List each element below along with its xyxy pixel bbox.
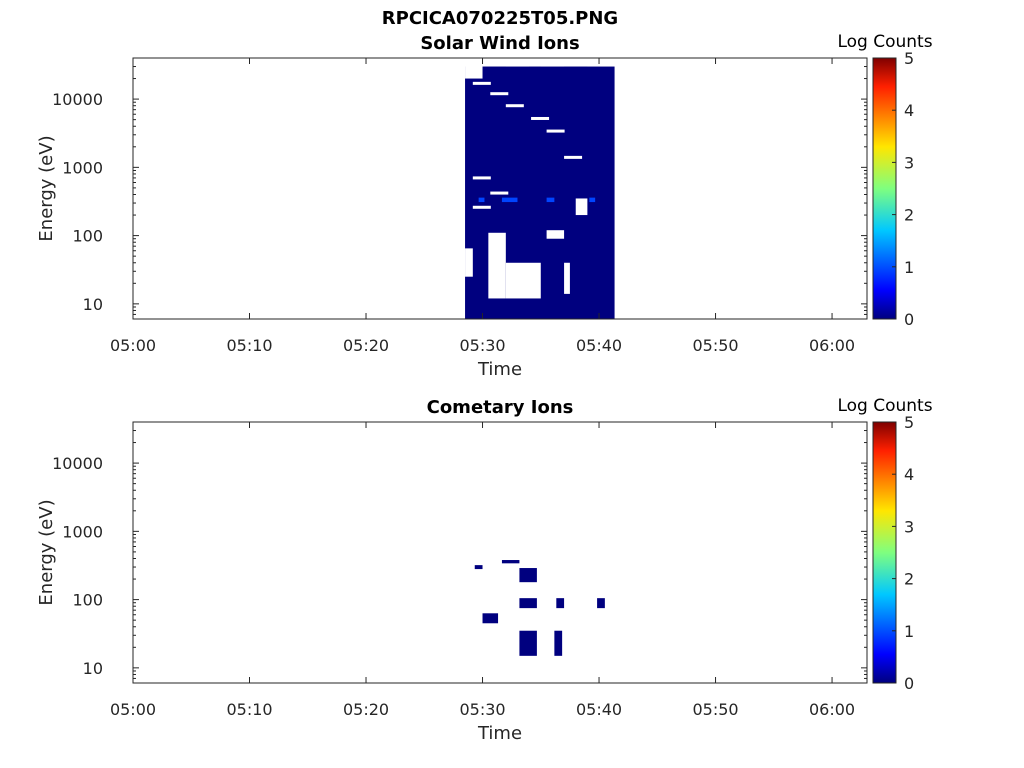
colorbar xyxy=(872,57,897,320)
data-cell xyxy=(519,598,537,609)
y-tick-label: 1000 xyxy=(62,522,103,541)
x-tick-label: 05:50 xyxy=(692,336,738,355)
data-cell xyxy=(474,565,483,570)
data-cell xyxy=(519,630,537,656)
colorbar-tick-label: 0 xyxy=(904,310,914,329)
panel-title: Cometary Ions xyxy=(427,397,574,418)
data-cell xyxy=(597,598,605,609)
y-tick-label: 10000 xyxy=(52,454,103,473)
colorbar-tick-label: 3 xyxy=(904,517,914,536)
x-axis-label: Time xyxy=(477,359,522,380)
empty-cell xyxy=(564,155,583,159)
x-tick-label: 05:40 xyxy=(576,700,622,719)
empty-cell xyxy=(472,81,491,85)
data-cell xyxy=(589,197,596,203)
colorbar-tick-label: 2 xyxy=(904,206,914,225)
colorbar xyxy=(872,421,897,684)
x-tick-label: 05:00 xyxy=(110,336,156,355)
data-cell xyxy=(546,197,555,203)
x-tick-label: 06:00 xyxy=(809,700,855,719)
colorbar-tick-label: 4 xyxy=(904,101,914,120)
data-cell xyxy=(482,613,499,624)
empty-cell xyxy=(490,191,509,195)
y-tick-label: 10 xyxy=(83,659,103,678)
colorbar-label: Log Counts xyxy=(837,32,932,52)
y-tick-label: 10 xyxy=(83,295,103,314)
y-tick-label: 1000 xyxy=(62,158,103,177)
colorbar-label: Log Counts xyxy=(837,396,932,416)
empty-cell xyxy=(564,262,570,294)
empty-cell xyxy=(505,58,530,67)
panel-title: Solar Wind Ions xyxy=(420,33,579,54)
empty-cell xyxy=(540,58,565,67)
empty-cell xyxy=(472,205,491,209)
empty-cell xyxy=(505,262,541,299)
empty-cell xyxy=(587,58,615,67)
empty-cell xyxy=(546,129,565,133)
figure-title: RPCICA070225T05.PNG xyxy=(381,8,619,29)
colorbar-tick-label: 3 xyxy=(904,153,914,172)
plot-area xyxy=(133,422,867,683)
empty-cell xyxy=(490,92,509,96)
colorbar-tick-label: 5 xyxy=(904,49,914,68)
empty-cell xyxy=(488,232,506,299)
x-tick-label: 06:00 xyxy=(809,336,855,355)
x-tick-label: 05:10 xyxy=(226,336,272,355)
colorbar-tick-label: 1 xyxy=(904,258,914,277)
x-tick-label: 05:20 xyxy=(343,700,389,719)
empty-cell xyxy=(465,58,483,79)
x-axis-label: Time xyxy=(477,723,522,744)
data-cell xyxy=(554,630,563,656)
data-cell xyxy=(501,197,518,203)
x-tick-label: 05:30 xyxy=(459,700,505,719)
x-tick-label: 05:00 xyxy=(110,700,156,719)
empty-cell xyxy=(531,116,550,120)
axes-frame xyxy=(132,57,868,320)
colorbar-tick-label: 0 xyxy=(904,674,914,693)
y-tick-label: 10000 xyxy=(52,90,103,109)
empty-cell xyxy=(575,198,588,216)
y-tick-label: 100 xyxy=(72,227,103,246)
solar-wind-panel: Solar Wind Ions 05:00 05:10 05:20 05:30 05:40… xyxy=(36,32,933,380)
x-tick-label: 05:10 xyxy=(226,700,272,719)
y-axis-label: Energy (eV) xyxy=(36,499,57,605)
empty-cell xyxy=(472,176,491,180)
empty-cell xyxy=(505,104,524,108)
colorbar-tick-label: 4 xyxy=(904,465,914,484)
x-tick-label: 05:50 xyxy=(692,700,738,719)
data-cell xyxy=(519,568,537,583)
empty-cell xyxy=(465,248,473,277)
x-tick-label: 05:20 xyxy=(343,336,389,355)
colorbar-tick-label: 5 xyxy=(904,413,914,432)
y-axis-label: Energy (eV) xyxy=(36,135,57,241)
x-tick-label: 05:30 xyxy=(459,336,505,355)
colorbar-tick-label: 2 xyxy=(904,570,914,589)
x-tick-label: 05:40 xyxy=(576,336,622,355)
data-cell xyxy=(478,197,485,203)
data-cell xyxy=(556,598,565,609)
empty-cell xyxy=(546,230,565,239)
y-tick-label: 100 xyxy=(72,591,103,610)
axes-frame xyxy=(132,421,868,684)
colorbar-tick-label: 1 xyxy=(904,622,914,641)
data-cell xyxy=(501,560,520,564)
